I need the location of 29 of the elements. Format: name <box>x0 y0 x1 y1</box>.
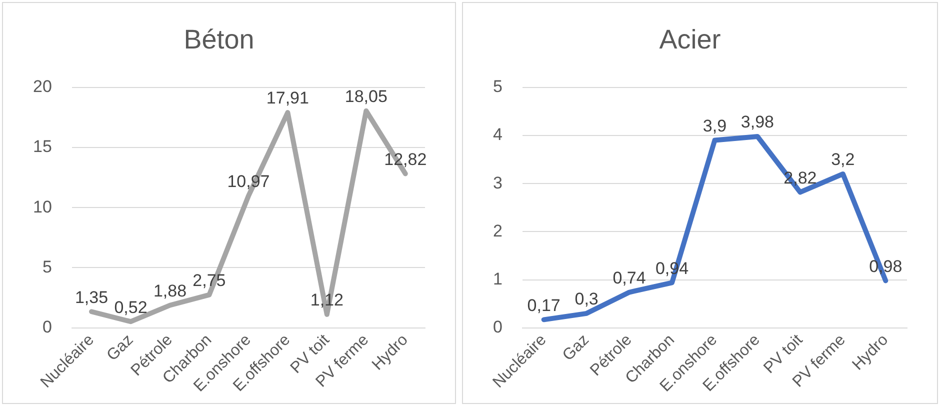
data-label: 0,17 <box>527 296 560 315</box>
y-tick-label: 5 <box>42 257 52 276</box>
y-tick-label: 20 <box>32 77 52 96</box>
y-tick-label: 1 <box>492 269 502 288</box>
chart-title: Acier <box>659 24 721 55</box>
y-tick-label: 3 <box>492 173 502 192</box>
data-label: 3,98 <box>740 112 774 132</box>
y-tick-label: 10 <box>32 197 52 216</box>
data-label: 0,52 <box>114 298 148 317</box>
y-tick-label: 15 <box>32 137 52 156</box>
data-label: 1,35 <box>74 288 108 307</box>
y-tick-label: 0 <box>492 318 502 337</box>
data-label: 3,2 <box>831 150 855 170</box>
data-label: 10,97 <box>227 172 270 192</box>
data-label: 0,74 <box>612 268 646 288</box>
y-tick-label: 5 <box>492 77 502 96</box>
data-label: 0,3 <box>574 290 598 309</box>
y-tick-label: 4 <box>492 125 502 144</box>
data-label: 17,91 <box>266 88 309 108</box>
data-label: 2,75 <box>192 270 226 290</box>
data-label: 18,05 <box>344 87 388 106</box>
data-label: 3,9 <box>702 116 727 136</box>
x-tick-label: Gaz <box>560 332 592 364</box>
y-tick-label: 0 <box>42 318 52 337</box>
data-label: 1,12 <box>310 290 344 310</box>
data-label: 12,82 <box>384 150 427 169</box>
data-label: 1,88 <box>153 281 187 300</box>
y-tick-label: 2 <box>492 221 502 240</box>
chart-title: Béton <box>184 24 254 55</box>
